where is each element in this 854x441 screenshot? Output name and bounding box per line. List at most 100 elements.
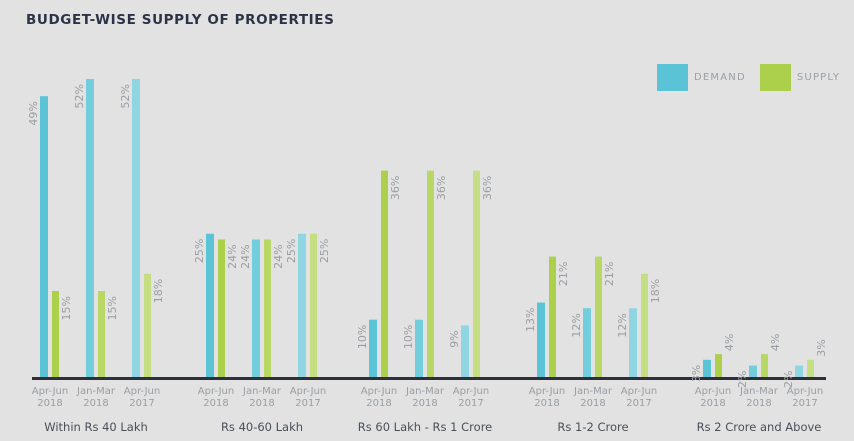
period-year-label: 2017 [129,398,154,409]
demand-bar [749,365,757,377]
demand-value-label: 2% [736,371,749,388]
period-tick-label: Jan-Mar [739,386,779,397]
supply-bar [310,233,317,377]
period-year-label: 2018 [203,398,228,409]
period-tick-label: Jan-Mar [76,386,116,397]
demand-value-label: 2% [782,371,795,388]
supply-value-label: 4% [723,334,736,351]
period-tick-label: Jan-Mar [573,386,613,397]
demand-bar [583,308,591,377]
supply-bar [473,170,480,377]
demand-value-label: 25% [193,239,206,263]
supply-value-label: 15% [60,296,73,320]
period-year-label: 2017 [626,398,651,409]
category-label: Rs 2 Crore and Above [697,420,822,434]
supply-value-label: 3% [815,339,828,356]
demand-bar [252,239,260,377]
demand-value-label: 12% [616,313,629,337]
demand-value-label: 3% [690,365,703,382]
period-year-label: 2018 [700,398,725,409]
supply-value-label: 4% [769,334,782,351]
demand-bar [298,233,306,377]
supply-bar [807,359,814,377]
period-year-label: 2017 [792,398,817,409]
period-tick-label: Apr-Jun [453,386,489,397]
chart-title: BUDGET-WISE SUPPLY OF PROPERTIES [26,12,335,28]
demand-bar [703,359,711,377]
period-tick-label: Apr-Jun [32,386,68,397]
demand-bar [40,96,48,377]
supply-value-label: 36% [389,176,402,200]
supply-value-label: 18% [152,279,165,303]
demand-value-label: 12% [570,313,583,337]
period-tick-label: Apr-Jun [695,386,731,397]
period-tick-label: Apr-Jun [290,386,326,397]
demand-bar [629,308,637,377]
demand-value-label: 52% [119,84,132,108]
demand-value-label: 52% [73,84,86,108]
demand-bar [537,302,545,377]
supply-value-label: 36% [481,176,494,200]
period-tick-label: Apr-Jun [621,386,657,397]
supply-value-label: 18% [649,279,662,303]
demand-bar [206,233,214,377]
supply-value-label: 25% [318,239,331,263]
supply-bar [641,273,648,377]
period-tick-label: Apr-Jun [198,386,234,397]
demand-value-label: 9% [448,330,461,347]
supply-bar [381,170,388,377]
period-year-label: 2018 [746,398,771,409]
supply-bar [98,291,105,377]
legend-swatch-supply [759,64,791,91]
supply-value-label: 21% [603,262,616,286]
period-year-label: 2018 [534,398,559,409]
supply-bar [427,170,434,377]
demand-value-label: 10% [356,325,369,349]
period-tick-label: Jan-Mar [242,386,282,397]
category-label: Within Rs 40 Lakh [44,420,148,434]
supply-bar [218,239,225,377]
demand-bar [461,325,469,377]
supply-bar [549,256,556,377]
period-year-label: 2018 [83,398,108,409]
period-tick-label: Apr-Jun [787,386,823,397]
demand-bar [415,319,423,377]
category-label: Rs 1-2 Crore [557,420,628,434]
supply-value-label: 24% [226,244,239,268]
demand-value-label: 24% [239,244,252,268]
demand-value-label: 10% [402,325,415,349]
legend-label-supply: SUPPLY [796,72,841,83]
period-year-label: 2018 [366,398,391,409]
period-tick-label: Apr-Jun [529,386,565,397]
supply-bar [144,273,151,377]
period-year-label: 2018 [37,398,62,409]
x-axis-line [32,377,826,380]
period-tick-label: Apr-Jun [361,386,397,397]
supply-value-label: 24% [272,244,285,268]
supply-value-label: 21% [557,262,570,286]
demand-value-label: 13% [524,308,537,332]
period-year-label: 2018 [580,398,605,409]
supply-bar [761,354,768,377]
category-label: Rs 40-60 Lakh [221,420,303,434]
legend: DEMAND SUPPLY [657,64,854,91]
demand-bar [132,79,140,377]
supply-value-label: 36% [435,176,448,200]
demand-bar [795,365,803,377]
period-tick-label: Jan-Mar [405,386,445,397]
period-tick-label: Apr-Jun [124,386,160,397]
legend-label-demand: DEMAND [694,72,746,83]
category-label: Rs 60 Lakh - Rs 1 Crore [358,420,493,434]
supply-value-label: 15% [106,296,119,320]
supply-bar [52,291,59,377]
demand-bar [369,319,377,377]
demand-value-label: 49% [27,101,40,125]
demand-bar [86,79,94,377]
period-year-label: 2017 [458,398,483,409]
supply-bar [715,354,722,377]
legend-swatch-demand [657,64,688,91]
supply-bar [595,256,602,377]
supply-bar [264,239,271,377]
demand-value-label: 25% [285,239,298,263]
